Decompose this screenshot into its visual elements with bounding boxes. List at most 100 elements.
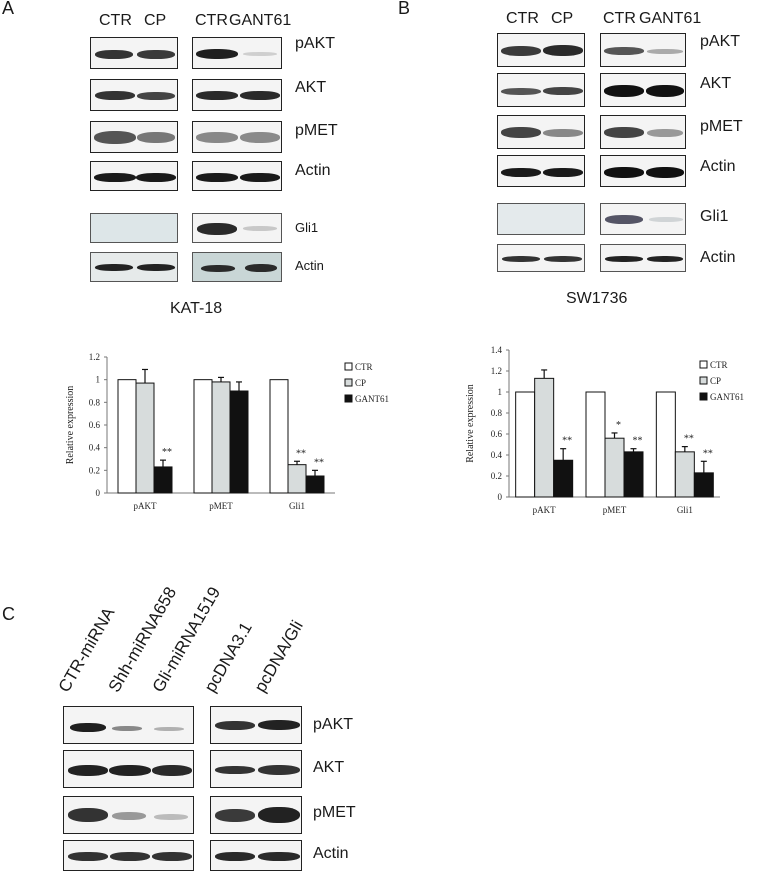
panel-c-label-actin: Actin bbox=[313, 845, 349, 862]
panel-b-lane-cp: CP bbox=[551, 10, 574, 27]
bar-cp-pakt bbox=[534, 377, 555, 498]
panel-c-lane-pcdna31: pcDNA3.1 bbox=[200, 618, 256, 696]
y-tick-label: 0 bbox=[498, 492, 503, 502]
legend-swatch-ctr bbox=[344, 362, 353, 371]
panel-a-blot-actin-cp bbox=[90, 161, 178, 191]
y-tick-label: 0.6 bbox=[491, 429, 503, 439]
bar-ctr-pakt bbox=[515, 391, 536, 498]
kat18-bar-chart: 0 0.2 0.4 0.6 0.8 1 1.2 Relative expression ** pA… bbox=[65, 352, 389, 511]
panel-b-blot-actin2-gant bbox=[600, 244, 686, 272]
panel-b-blot-actin2-cp bbox=[497, 244, 585, 272]
panel-a-blot-pmet-cp bbox=[90, 121, 178, 153]
panel-c-blot-actin-mirna bbox=[63, 840, 194, 871]
panel-b-label-pmet: pMET bbox=[700, 118, 743, 135]
bar-ctr-gli1 bbox=[269, 379, 289, 494]
panel-c-label-pakt: pAKT bbox=[313, 716, 354, 733]
y-axis-label: Relative expression bbox=[65, 386, 76, 465]
bar-cp-gli1 bbox=[287, 464, 307, 494]
panel-a-lane-cp: CP bbox=[144, 12, 167, 29]
legend-label-cp: CP bbox=[710, 376, 721, 386]
panel-c-letter: C bbox=[2, 604, 15, 624]
panel-b-lane-ctr-left: CTR bbox=[506, 10, 539, 27]
panel-b-letter: B bbox=[398, 0, 411, 18]
panel-b-blot-pmet-cp bbox=[497, 115, 585, 149]
panel-c-lane-pcdna-gli: pcDNA/Gli bbox=[250, 617, 307, 696]
panel-c-blot-akt-mirna bbox=[63, 750, 194, 788]
panel-a-lane-ctr-right: CTR bbox=[195, 12, 228, 29]
panel-c-blot-pmet-mirna bbox=[63, 796, 194, 834]
panel-a-label-pmet: pMET bbox=[295, 122, 338, 139]
legend-swatch-cp bbox=[344, 378, 353, 387]
y-tick-label: 0 bbox=[96, 488, 101, 498]
panel-c-blot-pakt-pcdna bbox=[210, 706, 302, 744]
bar-gant61-gli1 bbox=[305, 475, 325, 494]
bar-gant61-pmet bbox=[623, 451, 644, 498]
x-tick-label: pMET bbox=[209, 501, 233, 511]
significance-label: ** bbox=[703, 448, 713, 459]
panel-b-blot-akt-gant bbox=[600, 73, 686, 107]
panel-b-lane-gant61: GANT61 bbox=[639, 10, 702, 27]
panel-c-label-pmet: pMET bbox=[313, 804, 356, 821]
panel-b-label-gli1: Gli1 bbox=[700, 208, 729, 225]
panel-b-label-pakt: pAKT bbox=[700, 33, 741, 50]
panel-b-blot-pakt-cp bbox=[497, 33, 585, 67]
significance-label: ** bbox=[633, 436, 643, 447]
legend-label-ctr: CTR bbox=[710, 360, 728, 370]
panel-a-label-pakt: pAKT bbox=[295, 35, 336, 52]
legend-swatch-gant61 bbox=[699, 392, 708, 401]
panel-c-blot-akt-pcdna bbox=[210, 750, 302, 788]
panel-a-lane-ctr-left: CTR bbox=[99, 12, 132, 29]
y-tick-label: 1.4 bbox=[491, 345, 503, 355]
bar-ctr-pakt bbox=[117, 379, 137, 494]
panel-a-label-gli1: Gli1 bbox=[295, 220, 319, 235]
y-tick-label: 1.2 bbox=[491, 366, 502, 376]
panel-a-cell-line: KAT-18 bbox=[170, 300, 223, 317]
x-tick-label: Gli1 bbox=[677, 505, 693, 515]
panel-b-blot-gli1-cp bbox=[497, 203, 585, 235]
bar-cp-pmet bbox=[211, 381, 231, 494]
panel-a-letter: A bbox=[2, 0, 15, 18]
bar-gant61-gli1 bbox=[693, 472, 714, 498]
legend-label-ctr: CTR bbox=[355, 362, 373, 372]
y-tick-label: 0.4 bbox=[491, 450, 503, 460]
panel-c-label-akt: AKT bbox=[313, 759, 345, 776]
y-tick-label: 1 bbox=[498, 387, 503, 397]
panel-b-lane-ctr-right: CTR bbox=[603, 10, 636, 27]
x-tick-label: pAKT bbox=[533, 505, 556, 515]
panel-a-blot-akt-gant bbox=[192, 79, 282, 111]
panel-b-cell-line: SW1736 bbox=[566, 290, 628, 307]
significance-label: * bbox=[616, 420, 621, 431]
y-tick-label: 0.8 bbox=[491, 408, 503, 418]
panel-a-label-akt: AKT bbox=[295, 79, 327, 96]
bar-ctr-pmet bbox=[585, 391, 606, 498]
legend-swatch-gant61 bbox=[344, 394, 353, 403]
sw1736-bar-chart: 0 0.2 0.4 0.6 0.8 1 1.2 1.4 Relative expression *… bbox=[465, 345, 744, 515]
panel-c-blot-pakt-mirna bbox=[63, 706, 194, 744]
panel-c-blot-actin-pcdna bbox=[210, 840, 302, 871]
panel-a-label-actin2: Actin bbox=[295, 258, 324, 273]
y-tick-label: 1.2 bbox=[89, 352, 100, 362]
y-tick-label: 0.2 bbox=[491, 471, 502, 481]
y-tick-label: 1 bbox=[96, 375, 101, 385]
panel-b-label-akt: AKT bbox=[700, 75, 732, 92]
panel-a-blot-gli1-gant bbox=[192, 213, 282, 243]
bar-cp-pakt bbox=[135, 382, 155, 494]
y-tick-label: 0.2 bbox=[89, 465, 100, 475]
bar-gant61-pakt bbox=[553, 459, 574, 498]
legend-label-cp: CP bbox=[355, 378, 366, 388]
bar-gant61-pmet bbox=[229, 390, 249, 494]
panel-b-blot-actin-gant bbox=[600, 155, 686, 187]
significance-label: ** bbox=[562, 436, 572, 447]
bar-ctr-gli1 bbox=[655, 391, 676, 498]
x-tick-label: Gli1 bbox=[289, 501, 305, 511]
panel-a-blot-actin-gant bbox=[192, 161, 282, 191]
panel-b-blot-gli1-gant bbox=[600, 203, 686, 235]
legend-swatch-ctr bbox=[699, 360, 708, 369]
panel-a-blot-actin2-gant bbox=[192, 252, 282, 282]
legend-swatch-cp bbox=[699, 376, 708, 385]
x-tick-label: pMET bbox=[603, 505, 627, 515]
panel-a-blot-pakt-gant bbox=[192, 37, 282, 69]
panel-a-blot-actin2-cp bbox=[90, 252, 178, 282]
bar-gant61-pakt bbox=[153, 466, 173, 494]
panel-a-blot-pmet-gant bbox=[192, 121, 282, 153]
